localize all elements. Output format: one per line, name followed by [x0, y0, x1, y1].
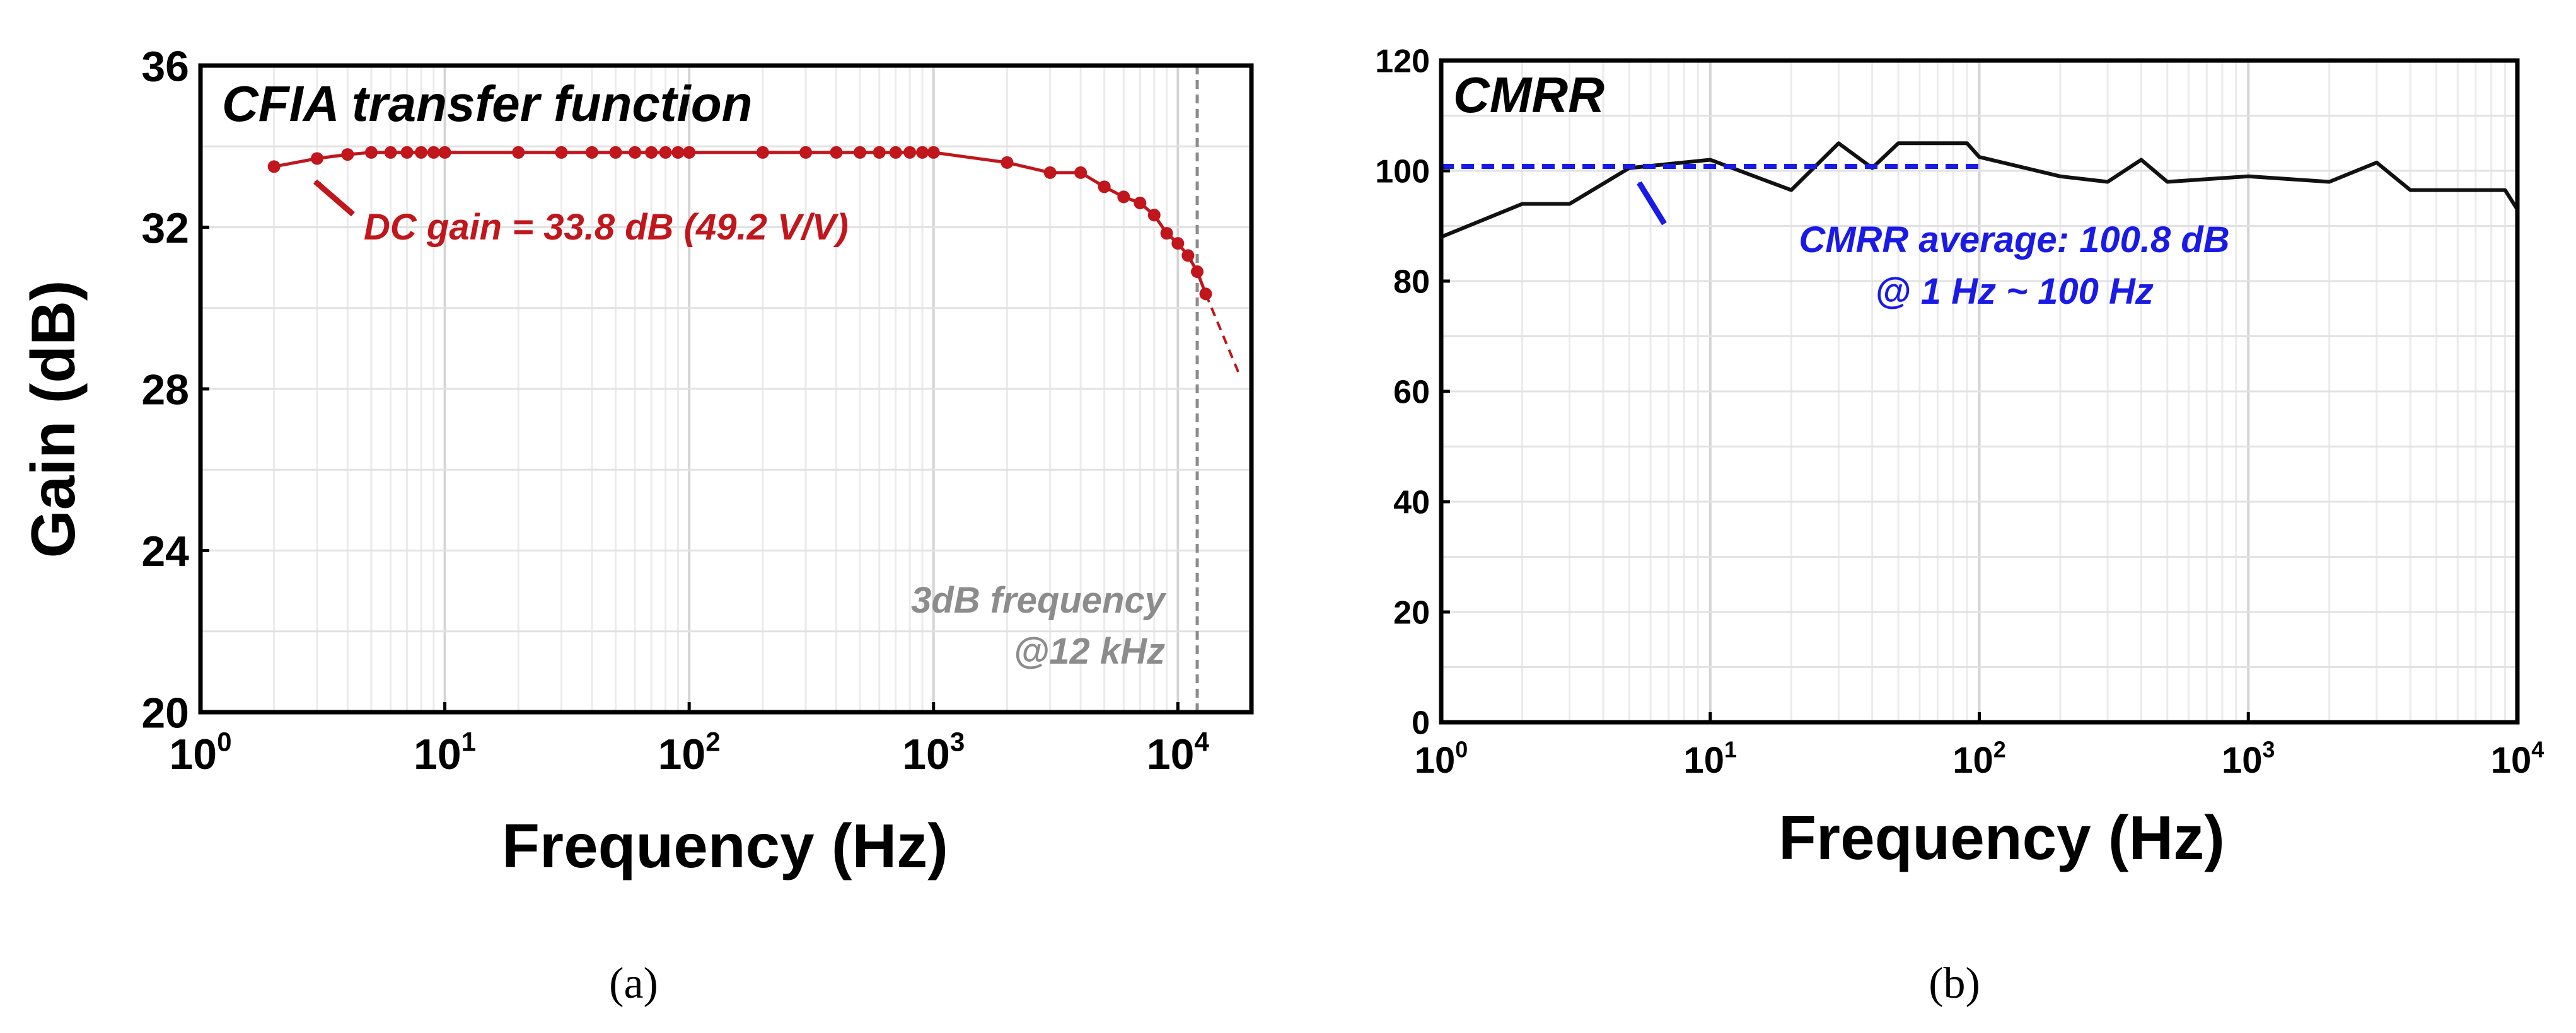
- data-point: [415, 146, 428, 159]
- x-tick-label: 100: [1415, 737, 1468, 781]
- data-point: [267, 160, 281, 173]
- data-point: [645, 146, 658, 159]
- 3db-frequency-value: @12 kHz: [1014, 631, 1165, 672]
- data-point: [1117, 190, 1130, 204]
- x-tick-label: 101: [1683, 737, 1737, 781]
- x-tick-label: 102: [658, 727, 721, 778]
- y-tick-label: 40: [1393, 485, 1430, 521]
- dc-gain-annotation: DC gain = 33.8 dB (49.2 V/V): [364, 207, 849, 248]
- 3db-frequency-label: 3dB frequency: [911, 580, 1167, 621]
- panel-a-y-axis-title: Gain (dB): [18, 280, 88, 558]
- panel-a-y-ticks: 20 24 28 32 36: [141, 42, 209, 737]
- panel-a-grid: [200, 66, 1251, 712]
- data-point: [1160, 227, 1173, 240]
- x-tick-label: 103: [902, 727, 965, 778]
- panel-b-x-axis-title: Frequency (Hz): [1778, 803, 2225, 872]
- panel-b-grid: [1441, 61, 2517, 722]
- y-tick-label: 0: [1412, 705, 1430, 742]
- data-point: [438, 146, 451, 159]
- data-point: [609, 146, 622, 159]
- y-tick-label: 60: [1393, 374, 1430, 411]
- panel-b: 0 20 40 60 80 100 120 100 101 102 103 104 CMRR CMR…: [1375, 43, 2544, 872]
- data-point: [873, 146, 886, 159]
- panel-b-title: CMRR: [1453, 67, 1604, 123]
- cmrr-average-arrow: [1637, 181, 1667, 226]
- data-point: [384, 146, 397, 159]
- y-tick-label: 28: [141, 366, 189, 413]
- data-point: [916, 146, 929, 159]
- data-point: [310, 152, 323, 165]
- data-point: [1098, 180, 1111, 193]
- data-point: [585, 146, 598, 159]
- panel-a-x-ticks: 100 101 102 103 104: [169, 702, 1209, 778]
- data-point: [756, 146, 769, 159]
- data-point: [427, 146, 440, 159]
- data-point: [629, 146, 642, 159]
- extrapolation-line: [1204, 293, 1242, 378]
- caption-a: (a): [609, 959, 658, 1008]
- data-point: [1171, 237, 1185, 250]
- panel-b-x-ticks: 100 101 102 103 104: [1415, 712, 2544, 781]
- data-point: [512, 146, 525, 159]
- x-tick-label: 100: [169, 727, 231, 778]
- data-point: [400, 146, 414, 159]
- y-tick-label: 32: [141, 204, 189, 252]
- caption-b: (b): [1929, 959, 1980, 1008]
- y-tick-label: 20: [1393, 595, 1430, 632]
- y-tick-label: 36: [141, 42, 189, 90]
- y-tick-label: 20: [141, 689, 189, 737]
- data-point: [671, 146, 685, 159]
- data-point: [1001, 156, 1014, 169]
- data-point: [854, 146, 867, 159]
- data-point: [555, 146, 568, 159]
- panel-a: 20 24 28 32 36 100 101 102 103 104 CFIA transfer…: [18, 42, 1254, 880]
- data-point: [830, 146, 843, 159]
- data-point: [1074, 166, 1088, 179]
- panel-b-series: [1440, 141, 2519, 239]
- panel-b-y-ticks: 0 20 40 60 80 100 120: [1375, 43, 1450, 742]
- x-tick-label: 103: [2222, 737, 2275, 781]
- x-tick-label: 104: [2491, 737, 2544, 781]
- panel-a-series: [267, 146, 1242, 378]
- y-tick-label: 100: [1375, 154, 1430, 190]
- cmrr-line: [1440, 141, 2519, 239]
- cmrr-average-range: @ 1 Hz ~ 100 Hz: [1875, 271, 2154, 312]
- x-tick-label: 102: [1952, 737, 2006, 781]
- data-point: [1043, 166, 1057, 179]
- data-point: [341, 148, 354, 161]
- y-tick-label: 80: [1393, 264, 1430, 301]
- data-point: [927, 146, 940, 159]
- y-tick-label: 120: [1375, 43, 1430, 80]
- data-point: [1181, 249, 1195, 262]
- data-point: [1147, 209, 1161, 222]
- data-point: [1134, 197, 1147, 210]
- x-tick-label: 101: [414, 727, 476, 778]
- data-point: [1191, 265, 1204, 279]
- data-point: [683, 146, 696, 159]
- x-tick-label: 104: [1147, 727, 1210, 778]
- panel-a-x-axis-title: Frequency (Hz): [502, 811, 948, 880]
- cmrr-average-annotation: CMRR average: 100.8 dB: [1799, 219, 2229, 260]
- data-point: [889, 146, 902, 159]
- data-point: [799, 146, 813, 159]
- panel-a-title: CFIA transfer function: [222, 76, 752, 132]
- data-point: [903, 146, 917, 159]
- data-point: [659, 146, 672, 159]
- dc-gain-arrow: [313, 179, 355, 217]
- y-tick-label: 24: [141, 528, 189, 575]
- data-point: [364, 146, 378, 159]
